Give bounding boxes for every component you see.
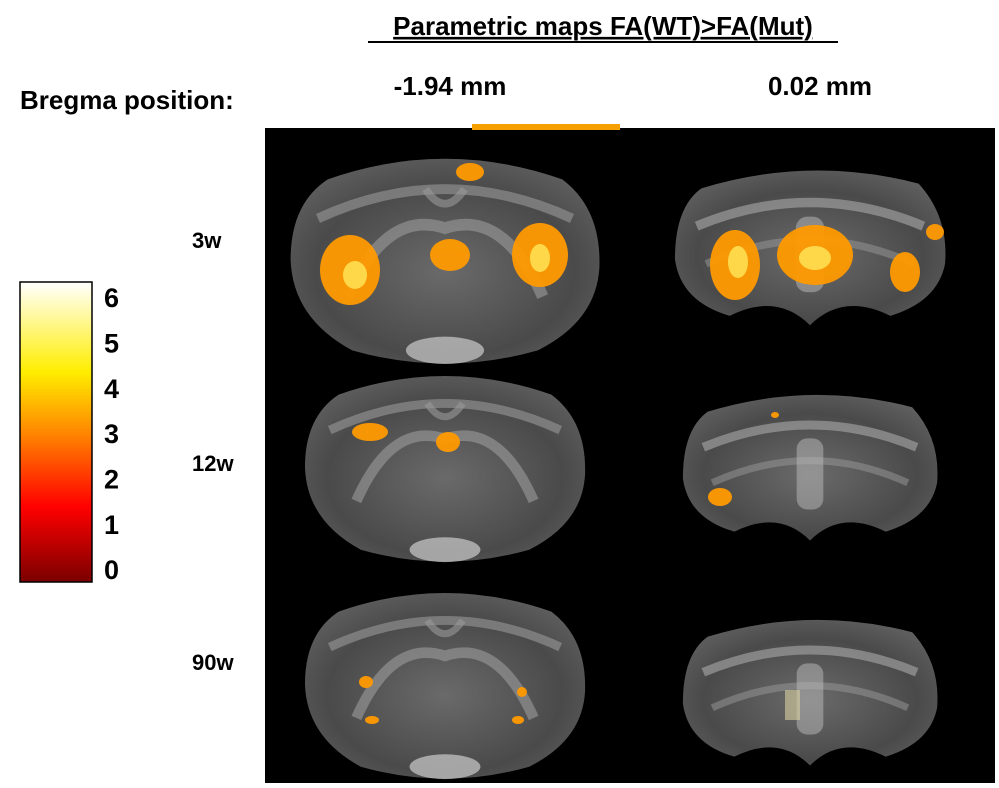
colorbar-tick-label: 4	[104, 374, 119, 404]
row-label: 12w	[192, 451, 234, 476]
row-header: Bregma position:	[20, 85, 234, 115]
colorbar-tick-label: 0	[104, 555, 119, 585]
title: Parametric maps FA(WT)>FA(Mut)	[393, 11, 813, 41]
colorbar-tick-label: 2	[104, 464, 119, 494]
row-label: 3w	[192, 228, 222, 253]
column-label: 0.02 mm	[768, 71, 872, 101]
colorbar-tick-label: 1	[104, 510, 119, 540]
activation-core	[343, 244, 831, 289]
colorbar-tick-label: 3	[104, 419, 119, 449]
colorbar-gradient	[19, 281, 93, 583]
row-label: 90w	[192, 650, 234, 675]
colorbar-tick-label: 5	[104, 328, 119, 358]
column-label: -1.94 mm	[394, 71, 507, 101]
colorbar-tick-label: 6	[104, 283, 119, 313]
colorbar	[19, 281, 93, 583]
image-panel	[265, 124, 995, 783]
